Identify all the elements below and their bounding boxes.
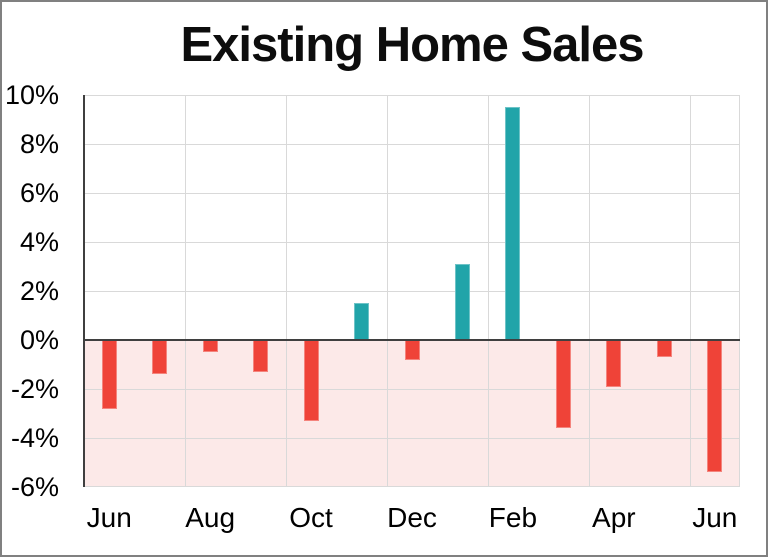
negative-region-shade: [84, 340, 740, 487]
x-tick-label: Jun: [86, 502, 132, 533]
y-tick-label: 10%: [4, 80, 59, 110]
bar-feb-8: [505, 107, 521, 340]
bar-oct-4: [303, 340, 319, 421]
y-tick-label: 8%: [19, 129, 59, 159]
gridline-horizontal: [84, 144, 740, 145]
bar-mar-9: [555, 340, 571, 429]
x-tick-label: Apr: [592, 502, 636, 533]
x-tick-label: Oct: [289, 502, 333, 533]
gridline-horizontal: [84, 438, 740, 439]
y-tick-label: -6%: [10, 472, 59, 502]
gridline-horizontal: [84, 291, 740, 292]
gridline-vertical: [739, 95, 740, 487]
zero-axis-line: [84, 339, 740, 341]
bar-sep-3: [253, 340, 269, 372]
gridline-vertical: [386, 95, 388, 487]
gridline-horizontal: [84, 389, 740, 390]
gridline-horizontal: [84, 193, 740, 194]
y-axis-line: [83, 95, 85, 487]
x-tick-label: Dec: [387, 502, 437, 533]
y-tick-label: 4%: [19, 227, 59, 257]
y-tick-label: 0%: [19, 325, 59, 355]
bar-jun-12: [707, 340, 723, 473]
gridline-horizontal: [84, 242, 740, 243]
x-tick-label: Jun: [692, 502, 738, 533]
gridline-vertical: [184, 95, 186, 487]
y-tick-label: 2%: [19, 276, 59, 306]
bar-apr-10: [606, 340, 622, 387]
y-tick-label: 6%: [19, 178, 59, 208]
bar-jun-0: [101, 340, 117, 409]
chart-title: Existing Home Sales: [180, 18, 644, 72]
bar-jan-7: [454, 264, 470, 340]
gridline-vertical: [588, 95, 590, 487]
y-tick-label: -4%: [10, 423, 59, 453]
gridline-vertical: [285, 95, 287, 487]
bar-jul-1: [152, 340, 168, 375]
gridline-horizontal: [84, 95, 740, 96]
gridline-vertical: [689, 95, 691, 487]
gridline-vertical: [487, 95, 489, 487]
bar-may-11: [656, 340, 672, 358]
bar-nov-5: [354, 303, 370, 340]
x-tick-label: Aug: [185, 502, 236, 533]
bar-dec-6: [404, 340, 420, 360]
bar-aug-2: [202, 340, 218, 353]
plot-area: [83, 95, 740, 487]
y-tick-label: -2%: [10, 374, 59, 404]
x-tick-label: Feb: [488, 502, 538, 533]
gridline-horizontal: [84, 486, 740, 487]
